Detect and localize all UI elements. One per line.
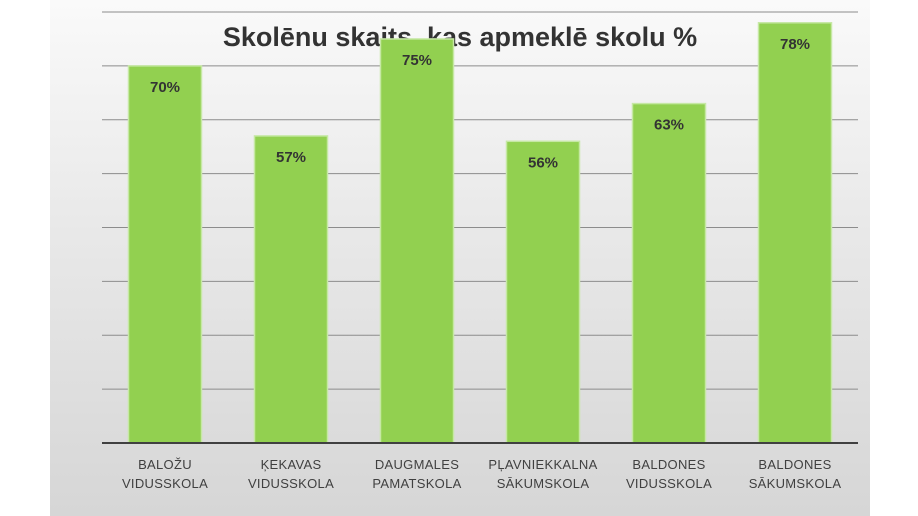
bar-chart: Skolēnu skaits, kas apmeklē skolu % 70% 5… [102, 11, 858, 491]
category-label: SĀKUMSKOLA [497, 476, 590, 491]
data-label: 70% [150, 79, 180, 96]
data-labels: 70% 57% 75% 56% 63% 78% [150, 36, 810, 172]
category-label: ĶEKAVAS [261, 457, 322, 472]
bar [757, 22, 833, 444]
category-label: VIDUSSKOLA [122, 476, 208, 491]
category-label: PĻAVNIEKKALNA [488, 457, 597, 472]
data-label: 63% [654, 117, 684, 134]
category-label: SĀKUMSKOLA [749, 476, 842, 491]
chart-area: Skolēnu skaits, kas apmeklē skolu % 70% 5… [50, 0, 870, 516]
category-label: VIDUSSKOLA [626, 476, 712, 491]
bar [505, 140, 581, 444]
data-label: 75% [402, 52, 432, 69]
data-label: 57% [276, 149, 306, 166]
data-label: 78% [780, 36, 810, 53]
category-label: BALDONES [758, 457, 831, 472]
bar [379, 38, 455, 444]
data-label: 56% [528, 154, 558, 171]
category-label: BALOŽU [138, 457, 192, 472]
category-labels: BALOŽU VIDUSSKOLA ĶEKAVAS VIDUSSKOLA DAUGMAL… [122, 457, 841, 491]
bars [127, 22, 833, 444]
category-label: BALDONES [632, 457, 705, 472]
chart-title: Skolēnu skaits, kas apmeklē skolu % [223, 22, 697, 52]
gridlines [102, 11, 858, 390]
category-label: DAUGMALES [375, 457, 459, 472]
bar [631, 102, 707, 444]
bar [253, 135, 329, 444]
bar [127, 65, 203, 444]
category-label: VIDUSSKOLA [248, 476, 334, 491]
category-label: PAMATSKOLA [372, 476, 461, 491]
